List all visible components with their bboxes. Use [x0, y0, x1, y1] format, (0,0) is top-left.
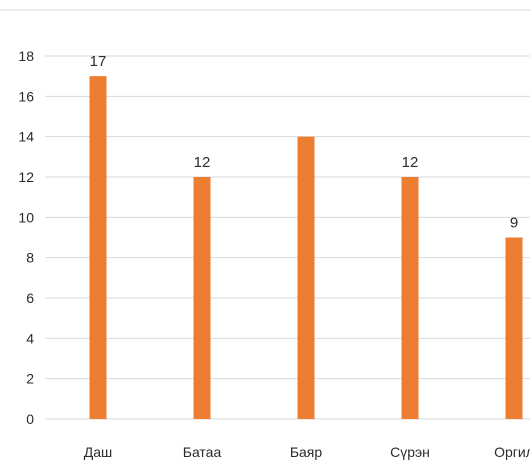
y-tick-label: 6: [26, 290, 34, 306]
y-axis-ticks: 0 2 4 6 8 10 12 14 16 18: [18, 48, 34, 427]
bar: [89, 76, 107, 420]
bar: [505, 237, 523, 419]
data-label: 12: [194, 154, 211, 171]
bar: [193, 177, 211, 419]
bars: [89, 76, 523, 420]
y-tick-label: 0: [26, 411, 34, 427]
data-label: 9: [510, 215, 518, 232]
y-tick-label: 4: [26, 330, 34, 346]
x-category-label: Баяр: [290, 444, 323, 460]
x-axis-labels: Даш Батаа Баяр Сүрэн Оргил: [84, 444, 530, 460]
y-tick-label: 14: [18, 129, 34, 145]
y-tick-label: 10: [18, 209, 34, 225]
gridlines: [45, 55, 530, 420]
data-label: 12: [402, 154, 419, 171]
y-tick-label: 16: [18, 88, 34, 104]
x-category-label: Даш: [84, 444, 113, 460]
y-tick-label: 8: [26, 250, 34, 266]
y-tick-label: 18: [18, 48, 34, 64]
bar: [297, 136, 315, 419]
data-label: 17: [90, 53, 107, 70]
data-labels: 17 12 12 9: [90, 53, 519, 231]
x-category-label: Оргил: [494, 444, 530, 460]
y-tick-label: 2: [26, 371, 34, 387]
x-category-label: Батаа: [183, 444, 222, 460]
x-category-label: Сүрэн: [390, 444, 430, 460]
y-tick-label: 12: [18, 169, 34, 185]
bar: [401, 177, 419, 419]
